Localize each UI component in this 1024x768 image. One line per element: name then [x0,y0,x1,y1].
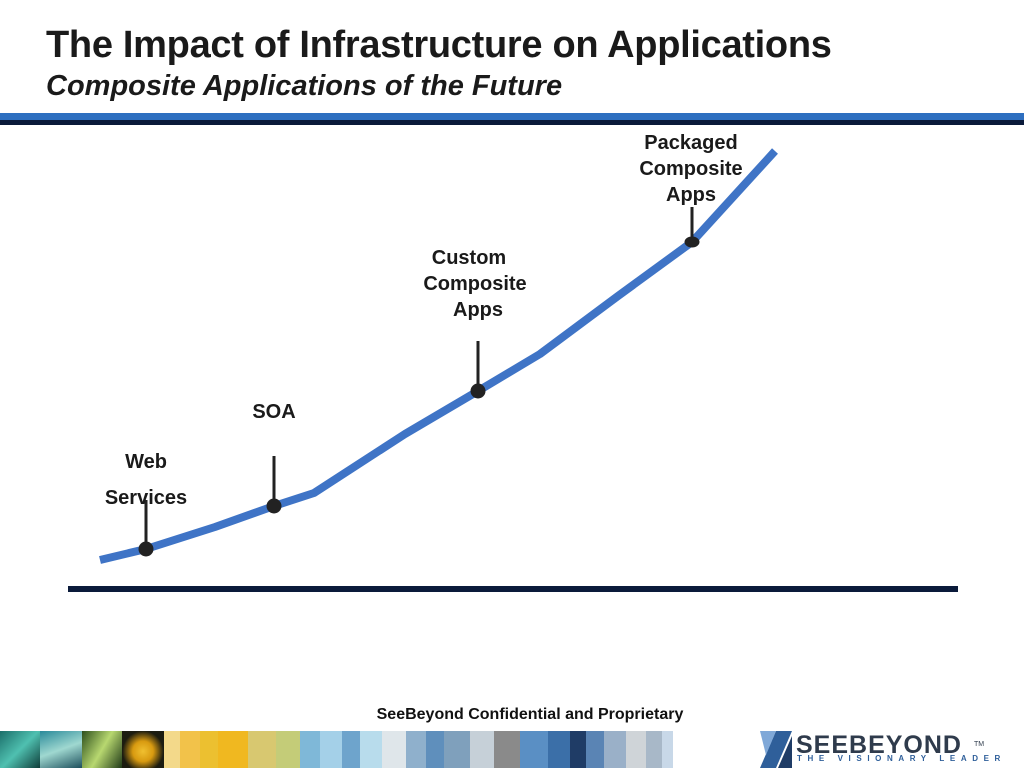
photo-tile [406,731,426,768]
photo-tile [82,731,122,768]
photo-tile [200,731,218,768]
milestone-label-web-services: Web Services [96,444,196,516]
photo-tile [426,731,444,768]
header-rule-dark [0,120,1024,125]
photo-tile [0,731,40,768]
growth-diagram [68,148,958,592]
seebeyond-logo-tagline: THE VISIONARY LEADER [797,754,1006,763]
photo-tile [662,731,673,768]
photo-tile [604,731,626,768]
milestone-label-line: Custom [431,247,507,269]
photo-tile [300,731,320,768]
milestone-label-line: Apps [666,184,716,206]
photo-tile [276,731,300,768]
photo-tile [180,731,200,768]
photo-tile [520,731,548,768]
photo-tile [122,731,164,768]
photo-tile [570,731,586,768]
milestone-label-line: Composite [423,273,527,295]
seebeyond-logo-word: SEEBEYOND [796,731,962,759]
milestone-label-line: Composite [639,158,743,180]
photo-tile [218,731,248,768]
photo-tile [626,731,646,768]
milestone-label-line: SOA [252,401,296,423]
seebeyond-logo: SEEBEYOND THE VISIONARY LEADER TM [760,731,1000,768]
page-title: The Impact of Infrastructure on Applicat… [46,24,832,66]
milestone-marker-custom-composite-apps [470,383,486,399]
photo-tile [382,731,406,768]
milestone-label-line: Apps [453,299,503,321]
photo-tile [360,731,382,768]
milestone-label-packaged-composite-apps: Packaged Composite Apps [626,130,756,208]
milestone-label-soa: SOA [234,400,314,424]
milestone-marker-web-services [138,541,154,557]
seebeyond-logo-mark-icon [760,731,792,768]
footer-photo-strip [0,731,703,768]
photo-tile [40,731,82,768]
photo-tile [320,731,342,768]
confidential-notice: SeeBeyond Confidential and Proprietary [376,706,684,723]
milestone-label-line: Services [104,487,188,509]
photo-tile [646,731,662,768]
photo-tile [248,731,276,768]
seebeyond-logo-tm: TM [974,741,985,748]
milestone-label-line: Packaged [644,132,738,154]
photo-tile [586,731,604,768]
photo-tile [164,731,180,768]
milestone-marker-soa [266,498,282,514]
milestone-label-line: Web [125,451,167,473]
page-subtitle: Composite Applications of the Future [46,70,563,102]
header-rule-light [0,113,1024,120]
photo-tile [548,731,570,768]
photo-tile [494,731,520,768]
growth-curve [99,148,778,564]
photo-tile [444,731,470,768]
photo-tile [342,731,360,768]
photo-tile [470,731,494,768]
milestone-label-custom-composite-apps: Custom Composite Apps [410,245,540,323]
milestone-marker-packaged-composite-apps [684,236,700,248]
